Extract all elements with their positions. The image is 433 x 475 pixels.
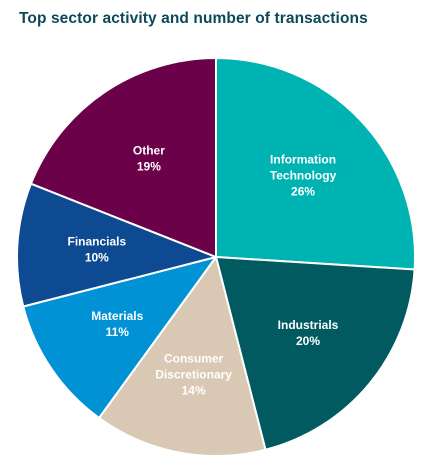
slice-value-materials: 11%: [106, 325, 130, 339]
pie-slice-information-technology: [215, 57, 417, 271]
slice-value-industrials: 20%: [296, 334, 320, 348]
slice-label-other: Other 19%: [133, 143, 165, 173]
chart-title: Top sector activity and number of transa…: [19, 10, 368, 27]
slice-value-consumer-discretionary: 14%: [182, 383, 206, 397]
pie-slice-materials: [22, 256, 217, 419]
pie-slice-other: [29, 57, 217, 258]
slice-label-materials: Materials 11%: [91, 309, 143, 339]
slice-value-financials: 10%: [85, 251, 109, 265]
slice-label-industrials: Industrials 20%: [278, 318, 339, 348]
slice-name-industrials: Industrials: [278, 318, 339, 332]
slice-label-information-technology: Information Technology 26%: [270, 152, 337, 198]
slice-label-financials: Financials 10%: [67, 235, 126, 265]
slice-name-financials: Financials: [67, 235, 126, 249]
slice-name-materials: Materials: [91, 309, 143, 323]
slice-name-other: Other: [133, 143, 165, 157]
slice-name-information-technology: Information: [270, 152, 336, 166]
slice-name-consumer-discretionary: Consumer: [164, 351, 224, 365]
slice-name-consumer-discretionary: Discretionary: [155, 367, 232, 381]
slice-label-consumer-discretionary: Consumer Discretionary 14%: [155, 351, 232, 397]
pie-slice-consumer-discretionary: [98, 256, 267, 457]
slice-value-information-technology: 26%: [291, 184, 315, 198]
slice-value-other: 19%: [137, 159, 161, 173]
pie-slice-financials: [16, 182, 217, 308]
pie-slice-industrials: [215, 256, 416, 451]
slice-name-information-technology: Technology: [270, 168, 337, 182]
